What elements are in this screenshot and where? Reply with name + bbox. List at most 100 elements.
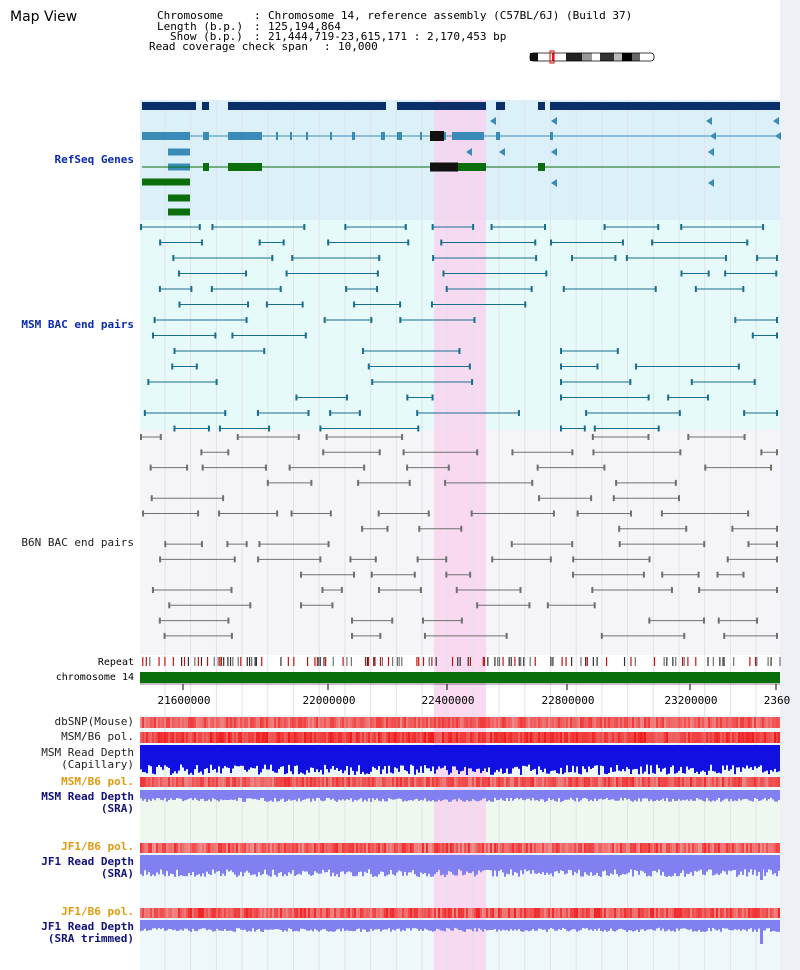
msm-sra-depth-bar (668, 790, 670, 802)
msm-capillary-depth-bar (632, 745, 634, 770)
msm-b6-pol-heat-cell (518, 732, 520, 743)
track-label-dbsnp[interactable]: dbSNP(Mouse) (54, 715, 134, 728)
msm-capillary-depth-bar (426, 745, 428, 769)
msm-capillary-depth-bar (392, 745, 394, 774)
b6n-bac-pair-end (552, 510, 555, 517)
jf1-sra-depth-bar (152, 855, 154, 875)
jf1-sra-depth-bar (432, 855, 434, 877)
track-label-refseq[interactable]: RefSeq Genes (54, 153, 134, 166)
ideogram-band (552, 53, 554, 61)
msm-bac-pair-end (621, 239, 624, 246)
msm-sra-depth-bar (470, 790, 472, 802)
jf1-sra-depth-bar (160, 855, 162, 870)
jf1-sra-depth-bar (540, 855, 542, 875)
dbsnp-heat-cell (414, 717, 416, 728)
msm-sra-depth-bar (202, 790, 204, 799)
msm-sra-depth-bar (648, 790, 650, 802)
msm-sra-depth-bar (318, 790, 320, 798)
jf1-b6-pol2-heat-cell (654, 908, 656, 918)
msm-b6-pol2-heat-cell (280, 777, 282, 787)
refseq-exon (550, 132, 553, 140)
jf1-b6-pol-heat-cell (624, 843, 626, 853)
track-label-repeat[interactable]: Repeat (97, 657, 134, 668)
msm-capillary-depth-bar (302, 745, 304, 774)
jf1-sra-depth-bar (280, 855, 282, 873)
dbsnp-heat-cell (312, 717, 314, 728)
b6n-bac-pair-end (230, 632, 233, 639)
jf1-b6-pol2-heat-cell (646, 908, 648, 918)
dbsnp-heat-cell (664, 717, 666, 728)
jf1-trimmed-depth-bar (408, 920, 410, 929)
track-label-jf1-b6-pol-2[interactable]: JF1/B6 pol. (61, 905, 134, 918)
msm-capillary-depth-bar (692, 745, 694, 769)
msm-capillary-depth-bar (144, 745, 146, 773)
jf1-b6-pol2-heat-cell (174, 908, 176, 918)
b6n-bac-pair-end (647, 434, 650, 440)
track-label-jf1-depth-trimmed[interactable]: JF1 Read Depth (SRA trimmed) (4, 921, 134, 945)
msm-capillary-depth-bar (650, 745, 652, 766)
jf1-b6-pol2-heat-cell (554, 908, 556, 918)
jf1-b6-pol2-heat-cell (222, 908, 224, 918)
jf1-b6-pol2-heat-cell (764, 908, 766, 918)
msm-capillary-depth-bar (732, 745, 734, 766)
msm-capillary-depth-bar (664, 745, 666, 768)
dbsnp-heat-cell (628, 717, 630, 728)
dbsnp-heat-cell (708, 717, 710, 728)
jf1-trimmed-depth-bar (768, 920, 770, 929)
repeat-feature (396, 657, 398, 666)
b6n-bac-pair-end (747, 541, 750, 548)
dbsnp-heat-cell (448, 717, 450, 728)
jf1-b6-pol2-heat-cell (190, 908, 192, 918)
jf1-sra-depth-bar (192, 855, 194, 873)
dbsnp-heat-cell (566, 717, 568, 728)
msm-capillary-depth-bar (546, 745, 548, 774)
b6n-bac-pair-end (630, 510, 633, 517)
track-label-jf1-b6-pol-1[interactable]: JF1/B6 pol. (61, 840, 134, 853)
msm-capillary-depth-bar (778, 745, 780, 772)
track-label-msm-bac[interactable]: MSM BAC end pairs (21, 318, 134, 331)
jf1-b6-pol2-heat-cell (668, 908, 670, 918)
refseq-gene-bar (142, 102, 196, 110)
dbsnp-heat-cell (576, 717, 578, 728)
b6n-bac-pair-end (290, 510, 293, 517)
track-label-msm-b6-pol-1[interactable]: MSM/B6 pol. (61, 730, 134, 743)
msm-capillary-depth-bar (654, 745, 656, 774)
msm-sra-depth-bar (284, 790, 286, 802)
jf1-sra-depth-bar (272, 855, 274, 870)
track-label-jf1-depth-sra[interactable]: JF1 Read Depth (SRA) (4, 856, 134, 880)
dbsnp-heat-cell (212, 717, 214, 728)
msm-b6-pol-heat-cell (294, 732, 296, 743)
msm-capillary-depth-bar (516, 745, 518, 767)
msm-capillary-depth-bar (514, 745, 516, 768)
dbsnp-heat-cell (568, 717, 570, 728)
msm-capillary-depth-bar (554, 745, 556, 771)
track-label-msm-depth-sra[interactable]: MSM Read Depth (SRA) (4, 791, 134, 815)
jf1-b6-pol2-heat-cell (368, 908, 370, 918)
jf1-depth-sra-line2: (SRA) (100, 867, 134, 880)
jf1-b6-pol2-heat-cell (720, 908, 722, 918)
jf1-b6-pol2-heat-cell (666, 908, 668, 918)
msm-sra-depth-bar (346, 790, 348, 800)
jf1-trimmed-depth-bar (188, 920, 190, 931)
jf1-sra-depth-bar (652, 855, 654, 872)
repeat-feature (482, 657, 484, 666)
jf1-b6-pol-heat-cell (276, 843, 278, 853)
track-label-msm-depth-capillary[interactable]: MSM Read Depth (Capillary) (4, 747, 134, 771)
msm-b6-pol2-heat-cell (510, 777, 512, 787)
msm-capillary-depth-bar (166, 745, 168, 767)
track-label-msm-b6-pol-2[interactable]: MSM/B6 pol. (61, 775, 134, 788)
track-label-b6n-bac[interactable]: B6N BAC end pairs (21, 536, 134, 549)
msm-b6-pol2-heat-cell (502, 777, 504, 787)
msm-b6-pol2-heat-cell (550, 777, 552, 787)
msm-b6-pol-heat-cell (636, 732, 638, 743)
msm-sra-depth-bar (178, 790, 180, 799)
msm-capillary-depth-bar (466, 745, 468, 775)
jf1-trimmed-depth-bar (476, 920, 478, 932)
msm-sra-depth-bar (682, 790, 684, 800)
jf1-trimmed-depth-bar (354, 920, 356, 931)
dbsnp-heat-cell (740, 717, 742, 728)
msm-capillary-depth-bar (542, 745, 544, 773)
jf1-b6-pol2-heat-cell (496, 908, 498, 918)
msm-bac-pair-end (596, 363, 599, 370)
